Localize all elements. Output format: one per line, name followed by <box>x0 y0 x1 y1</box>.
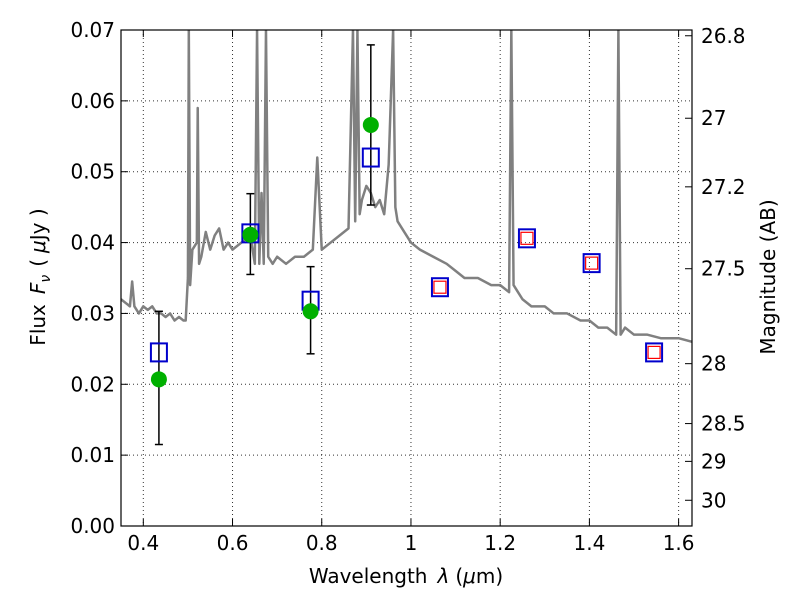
y-axis-label-unit-open: ( <box>26 259 50 267</box>
spectrum-line <box>121 30 692 343</box>
y2-axis-label: Magnitude (AB) <box>756 199 780 354</box>
y-tick-label: 0.05 <box>70 160 115 184</box>
y-tick-label: 0.06 <box>70 89 115 113</box>
y-axis-label-subscript: ν <box>38 275 54 283</box>
y-tick-label: 0.03 <box>70 301 115 325</box>
observed-point <box>150 371 167 388</box>
y2-tick-label: 28.5 <box>701 412 746 436</box>
plot-frame <box>120 29 693 527</box>
y2-tick-label: 29 <box>701 449 726 473</box>
x-tick-label: 0.4 <box>127 531 159 555</box>
y-axis-label-unit-mu: μ <box>26 240 50 254</box>
y-tick-label: 0.00 <box>70 514 115 538</box>
x-tick-label: 1.4 <box>573 531 605 555</box>
x-tick-label: 1.6 <box>663 531 695 555</box>
y2-tick-label: 28 <box>701 352 726 376</box>
x-tick-label: 1.2 <box>484 531 516 555</box>
y-tick-label: 0.02 <box>70 372 115 396</box>
x-axis-label: Wavelength λ (μm) <box>309 564 503 588</box>
model-inner-square <box>433 280 447 294</box>
model-inner-square <box>647 345 661 359</box>
model-square <box>517 228 536 249</box>
x-axis-label-symbol: λ <box>436 564 449 588</box>
y2-tick-label: 30 <box>701 488 726 512</box>
observed-point <box>302 303 319 320</box>
model-inner-square <box>585 256 599 270</box>
y-axis-label-unit-close: Jy ) <box>26 208 50 242</box>
model-square <box>582 253 601 274</box>
y-axis-label-word: Flux <box>26 304 50 346</box>
model-square <box>149 342 168 363</box>
y-axis-label-symbol: F <box>26 282 50 294</box>
y-tick-label: 0.07 <box>70 18 115 42</box>
axes-layer: 0.4 0.6 0.8 1 1.2 1.4 1.6 0.00 0.01 0.02 0.03 0.04 0… <box>70 18 745 555</box>
x-tick-label: 0.6 <box>217 531 249 555</box>
x-axis-label-unit-close: m) <box>476 564 503 588</box>
x-axis-label-unit-open: ( <box>455 564 463 588</box>
observed-point <box>362 116 379 133</box>
y-tick-label: 0.04 <box>70 231 115 255</box>
model-inner-square <box>520 231 534 245</box>
y2-tick-label: 27.2 <box>701 175 746 199</box>
y2-tick-label: 27 <box>701 106 726 130</box>
plot-layer <box>121 30 692 446</box>
grid-layer <box>121 29 692 527</box>
model-square <box>430 277 449 298</box>
observed-point <box>242 226 259 243</box>
y-tick-label: 0.01 <box>70 443 115 467</box>
model-square <box>645 342 664 363</box>
x-axis-label-unit-mu: μ <box>462 564 476 588</box>
y2-tick-label: 26.8 <box>701 24 746 48</box>
x-tick-label: 1 <box>405 531 418 555</box>
y2-tick-label: 27.5 <box>701 257 746 281</box>
x-tick-label: 0.8 <box>306 531 338 555</box>
model-square <box>361 147 380 168</box>
x-axis-label-word: Wavelength <box>309 564 428 588</box>
y-axis-label: Flux Fν ( μJy ) <box>26 208 54 345</box>
